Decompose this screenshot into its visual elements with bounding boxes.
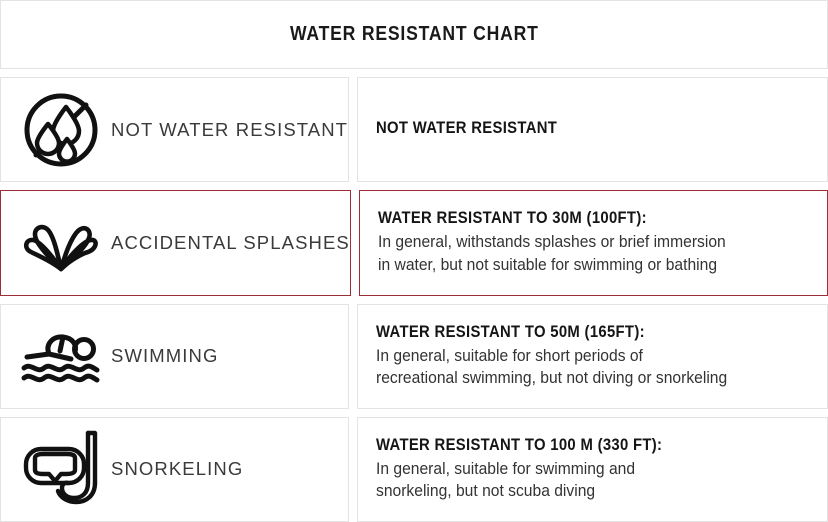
swimming-icon [17,312,105,400]
row-0-category-cell[interactable]: NOT WATER RESISTANT [0,77,350,183]
row-0-heading: NOT WATER RESISTANT [376,118,558,137]
splash-icon [17,199,105,287]
row-2-description-cell[interactable]: WATER RESISTANT TO 50M (165FT): In gener… [357,303,828,409]
row-1-heading: WATER RESISTANT TO 30M (100FT): [377,209,647,228]
table-row: NOT WATER RESISTANT NOT WATER RESISTANT [0,77,828,183]
description-line: snorkeling, but not scuba diving [376,481,596,501]
row-3-heading: WATER RESISTANT TO 100 M (330 FT): [376,435,663,454]
row-1-description: In general, withstands splashes or brief… [378,231,756,276]
table-row: SWIMMING WATER RESISTANT TO 50M (165FT):… [0,303,828,409]
row-1-category-label: ACCIDENTAL SPLASHES [111,231,350,253]
row-2-category-cell[interactable]: SWIMMING [0,303,349,409]
description-line: in water, but not suitable for swimming … [377,254,717,274]
row-2-heading: WATER RESISTANT TO 50M (165FT): [376,322,645,341]
description-line: In general, withstands splashes or brief… [377,232,726,252]
row-3-category-cell[interactable]: SNORKELING [0,416,349,522]
row-1-description-cell[interactable]: WATER RESISTANT TO 30M (100FT): In gener… [358,190,828,296]
row-0-description-cell[interactable]: NOT WATER RESISTANT [357,77,828,183]
snorkeling-icon [17,425,105,513]
description-line: recreational swimming, but not diving or… [376,368,728,388]
row-3-description: In general, suitable for swimming and sn… [376,458,658,503]
row-3-description-cell[interactable]: WATER RESISTANT TO 100 M (330 FT): In ge… [357,416,828,522]
row-2-category-label: SWIMMING [111,345,219,367]
page-title: WATER RESISTANT CHART [289,23,539,45]
table-row: ACCIDENTAL SPLASHES WATER RESISTANT TO 3… [0,190,828,296]
description-line: In general, suitable for short periods o… [376,345,643,365]
row-1-category-cell[interactable]: ACCIDENTAL SPLASHES [0,190,351,296]
table-row: SNORKELING WATER RESISTANT TO 100 M (330… [0,416,828,522]
chart-title-bar: WATER RESISTANT CHART [0,0,828,69]
no-water-resistant-icon [17,86,105,174]
row-0-category-label: NOT WATER RESISTANT [111,118,349,140]
description-line: In general, suitable for swimming and [376,458,636,478]
row-3-category-label: SNORKELING [111,458,244,480]
row-2-description: In general, suitable for short periods o… [376,345,758,390]
